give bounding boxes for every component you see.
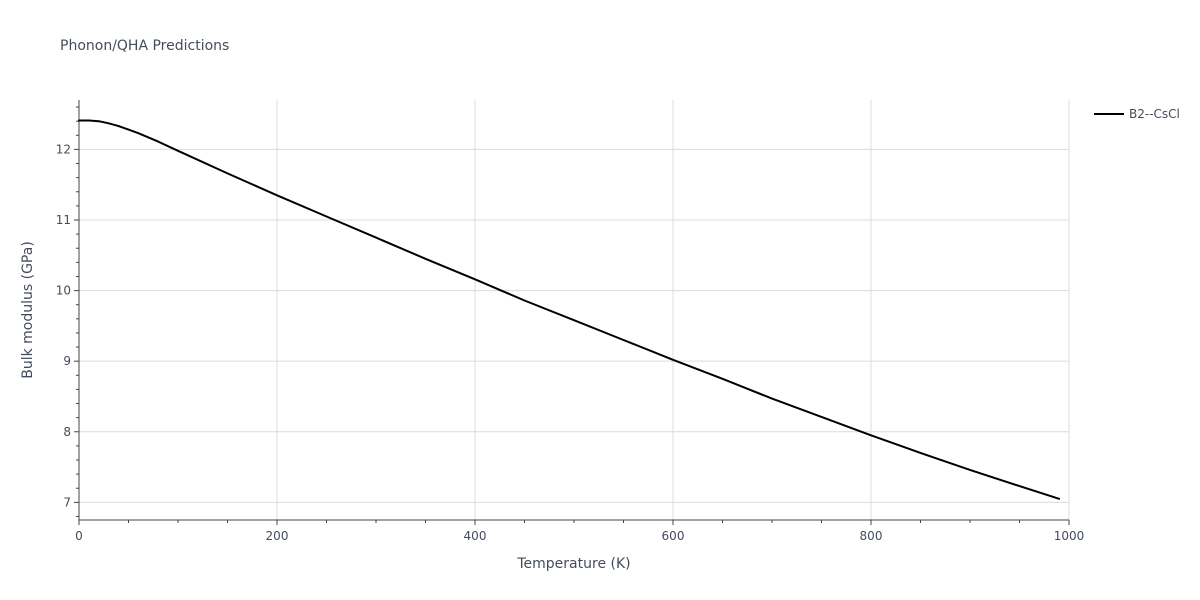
x-tick-label: 200 [266,529,289,543]
x-tick-label: 0 [75,529,83,543]
y-axis-title: Bulk modulus (GPa) [20,241,36,379]
x-tick-label: 600 [662,529,685,543]
y-tick-label: 12 [56,142,71,156]
y-tick-label: 8 [63,425,71,439]
y-tick-label: 7 [63,495,71,509]
x-tick-label: 800 [860,529,883,543]
series-layer [78,119,1061,500]
axes: 0 200 400 600 800 1000 7 8 9 10 11 12 [56,100,1085,543]
y-tick-label: 10 [56,284,71,298]
chart-title: Phonon/QHA Predictions [60,38,229,54]
y-tick-label: 11 [56,213,71,227]
series-line-b2-cscl[interactable] [78,119,1061,500]
x-tick-label: 400 [464,529,487,543]
grid [79,100,1070,520]
legend[interactable]: B2--CsCl [1094,107,1180,121]
legend-label-b2-cscl: B2--CsCl [1129,107,1180,121]
y-tick-label: 9 [63,354,71,368]
x-axis-title: Temperature (K) [516,556,630,572]
x-tick-label: 1000 [1054,529,1085,543]
